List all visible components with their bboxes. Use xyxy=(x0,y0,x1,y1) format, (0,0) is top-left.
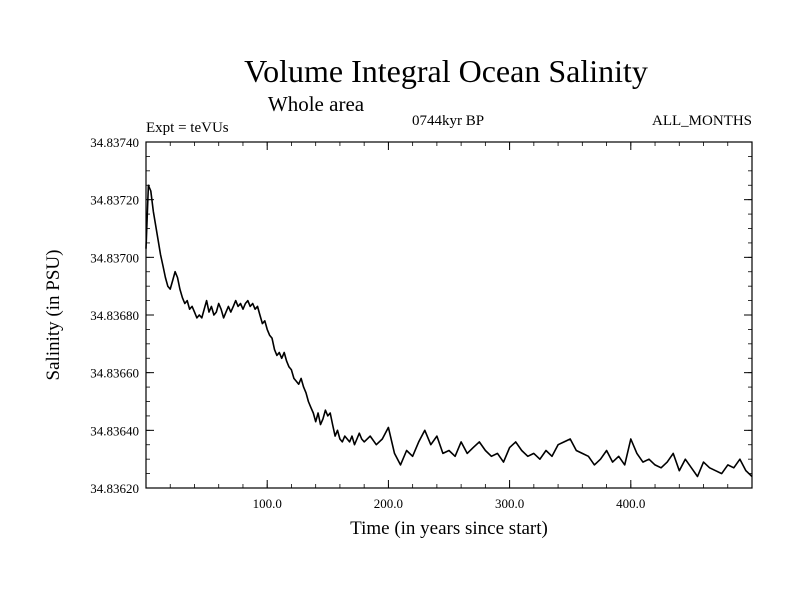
y-tick-label: 34.83640 xyxy=(90,423,139,438)
annotation-left: Expt = teVUs xyxy=(146,120,229,136)
y-tick-label: 34.83660 xyxy=(90,366,139,381)
series-layer xyxy=(145,184,753,478)
x-tick-label: 300.0 xyxy=(495,496,524,511)
y-tick-label: 34.83700 xyxy=(90,250,139,265)
y-tick-label: 34.83720 xyxy=(90,193,139,208)
annotation-right: ALL_MONTHS xyxy=(652,113,752,129)
y-axis: 34.83620 34.83640 34.83660 34.83680 34.83700… xyxy=(90,135,752,496)
annotation-center: 0744kyr BP xyxy=(412,113,484,129)
series-line xyxy=(145,184,753,478)
x-tick-label: 400.0 xyxy=(616,496,645,511)
x-axis-label: Time (in years since start) xyxy=(350,518,548,539)
y-tick-label: 34.83740 xyxy=(90,135,139,150)
x-tick-label: 100.0 xyxy=(253,496,282,511)
y-axis-label: Salinity (in PSU) xyxy=(43,250,64,381)
y-tick-label: 34.83620 xyxy=(90,481,139,496)
x-tick-label: 200.0 xyxy=(374,496,403,511)
plot-frame xyxy=(145,141,753,489)
chart-title: Volume Integral Ocean Salinity xyxy=(244,53,648,89)
chart-subtitle: Whole area xyxy=(268,92,365,116)
x-axis: 100.0 200.0 300.0 400.0 xyxy=(169,142,729,511)
y-tick-label: 34.83680 xyxy=(90,308,139,323)
